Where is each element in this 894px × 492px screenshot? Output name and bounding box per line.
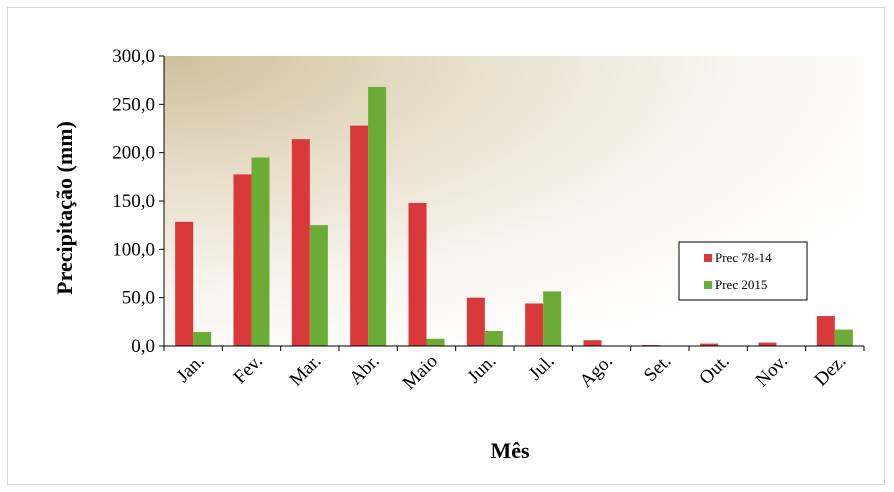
legend-label-prec-78-14: Prec 78-14: [715, 250, 772, 265]
x-tick-label: Dez.: [811, 351, 851, 391]
x-tick-label: Set.: [640, 351, 675, 386]
bar-prec-78-14-3: [291, 139, 310, 346]
bar-prec-78-14-5: [408, 202, 427, 346]
bar-prec-78-14-8: [583, 340, 602, 346]
x-tick-label: Nov.: [752, 351, 792, 391]
x-tick-label: Abr.: [345, 351, 383, 389]
bar-prec-78-14-11: [758, 342, 777, 346]
x-tick-label: Jun.: [463, 351, 500, 388]
bar-prec-2015-4: [368, 86, 387, 346]
bar-prec-78-14-2: [233, 174, 252, 346]
x-tick-label: Fev.: [230, 351, 267, 388]
x-tick-label: Out.: [695, 351, 733, 389]
bar-prec-2015-2: [251, 157, 270, 346]
legend-swatch-prec-78-14: [704, 254, 712, 262]
x-tick-label: Ago.: [576, 351, 617, 392]
bar-prec-78-14-4: [350, 125, 369, 346]
x-tick-label: Maio: [399, 351, 442, 394]
bar-prec-78-14-12: [816, 316, 835, 346]
bar-prec-2015-3: [309, 225, 328, 346]
bar-prec-78-14-7: [525, 303, 544, 346]
y-tick-label: 250,0: [112, 94, 155, 115]
bar-prec-78-14-10: [700, 343, 719, 346]
x-tick-label: Jan.: [173, 351, 209, 387]
bar-prec-2015-1: [193, 331, 212, 346]
legend: Prec 78-14 Prec 2015: [678, 241, 808, 301]
bar-prec-2015-7: [543, 291, 562, 346]
x-tick-label: Jul.: [525, 351, 559, 385]
bar-prec-2015-5: [426, 338, 445, 346]
bars-group: [175, 86, 853, 346]
bar-prec-2015-6: [484, 331, 503, 346]
bar-prec-78-14-6: [466, 297, 485, 346]
legend-box: [678, 241, 808, 301]
x-ticks-group: Jan. Fev. Mar. Abr. Maio Jun. Jul. Ago. Set. Out.…: [163, 346, 865, 394]
y-tick-label: 50,0: [122, 288, 155, 309]
legend-label-prec-2015: Prec 2015: [715, 277, 767, 292]
y-tick-label: 150,0: [112, 191, 155, 212]
y-axis-title: Precipitação (mm): [52, 121, 77, 295]
x-tick-label: Mar.: [286, 351, 326, 391]
y-tick-label: 100,0: [112, 239, 155, 260]
bar-prec-78-14-1: [175, 221, 194, 346]
y-tick-label: 0,0: [131, 336, 155, 357]
y-tick-label: 300,0: [112, 46, 155, 67]
y-tick-label: 200,0: [112, 143, 155, 164]
bar-prec-2015-12: [834, 329, 853, 346]
y-ticks-group: 0,0 50,0 100,0 150,0 200,0 250,0 300,0: [112, 46, 164, 357]
legend-swatch-prec-2015: [704, 281, 712, 289]
x-axis-title: Mês: [490, 438, 530, 463]
